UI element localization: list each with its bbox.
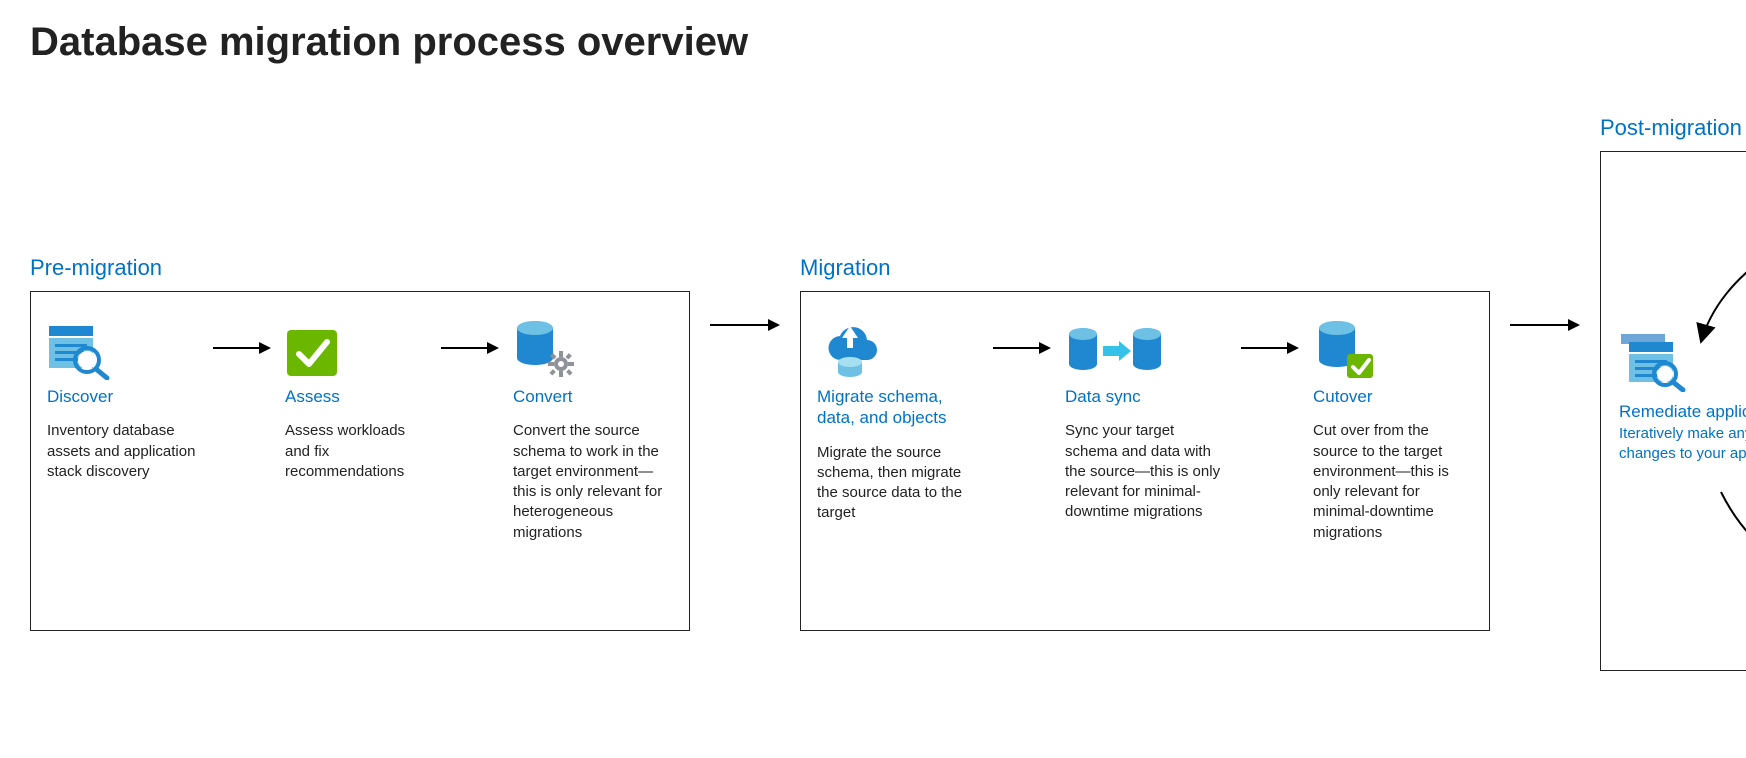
step-desc: Inventory database assets and applicatio… — [47, 421, 197, 482]
step-title: Convert — [513, 386, 673, 407]
step-desc: Sync your target schema and data with th… — [1065, 421, 1225, 522]
assess-icon — [285, 326, 339, 380]
step-desc: Migrate the source schema, then migrate … — [817, 443, 977, 524]
arrow-icon — [211, 310, 271, 363]
phase-title-pre: Pre-migration — [30, 255, 690, 281]
data-sync-icon — [1065, 324, 1165, 380]
arrow-icon — [439, 310, 499, 363]
step-title: Discover — [47, 386, 197, 407]
phase-box-migration: Migrate schema, data, and objects Migrat… — [800, 291, 1490, 631]
step-title: Cutover — [1313, 386, 1473, 407]
arrow-icon — [991, 310, 1051, 363]
phase-post-migration: Post-migration Optimize Based on the tes… — [1600, 115, 1746, 671]
arrow-icon — [1510, 115, 1580, 340]
step-desc: Iteratively make any necessary changes t… — [1619, 424, 1746, 463]
step-discover: Discover Inventory database assets and a… — [47, 310, 197, 482]
discover-icon — [47, 320, 111, 380]
phase-title-post: Post-migration — [1600, 115, 1746, 141]
phase-box-post: Optimize Based on the tests you performe… — [1600, 151, 1746, 671]
cutover-icon — [1313, 318, 1377, 380]
step-convert: Convert Convert the source schema to wor… — [513, 310, 673, 543]
phases-row: Pre-migration Discover Inve — [30, 115, 1716, 671]
arrow-icon — [710, 115, 780, 340]
step-title: Migrate schema, data, and objects — [817, 386, 977, 429]
remediate-icon — [1619, 332, 1687, 392]
step-cutover: Cutover Cut over from the source to the … — [1313, 310, 1473, 543]
phase-pre-migration: Pre-migration Discover Inve — [30, 255, 690, 631]
step-assess: Assess Assess workloads and fix recommen… — [285, 310, 425, 482]
step-title: Assess — [285, 386, 425, 407]
step-migrate: Migrate schema, data, and objects Migrat… — [817, 310, 977, 524]
step-desc: Assess workloads and fix recommendations — [285, 421, 425, 482]
phase-title-migration: Migration — [800, 255, 1490, 281]
phase-migration: Migration Migrate schema, data, and obje… — [800, 255, 1490, 631]
step-remediate: Remediate applications Iteratively make … — [1619, 332, 1746, 463]
step-data-sync: Data sync Sync your target schema and da… — [1065, 310, 1225, 523]
phase-box-pre: Discover Inventory database assets and a… — [30, 291, 690, 631]
step-desc: Cut over from the source to the target e… — [1313, 421, 1473, 543]
arrow-icon — [1239, 310, 1299, 363]
page-title: Database migration process overview — [30, 20, 1716, 65]
step-title: Data sync — [1065, 386, 1225, 407]
step-desc: Convert the source schema to work in the… — [513, 421, 673, 543]
migrate-icon — [817, 314, 883, 380]
step-title: Remediate applications — [1619, 401, 1746, 422]
convert-icon — [513, 316, 577, 380]
